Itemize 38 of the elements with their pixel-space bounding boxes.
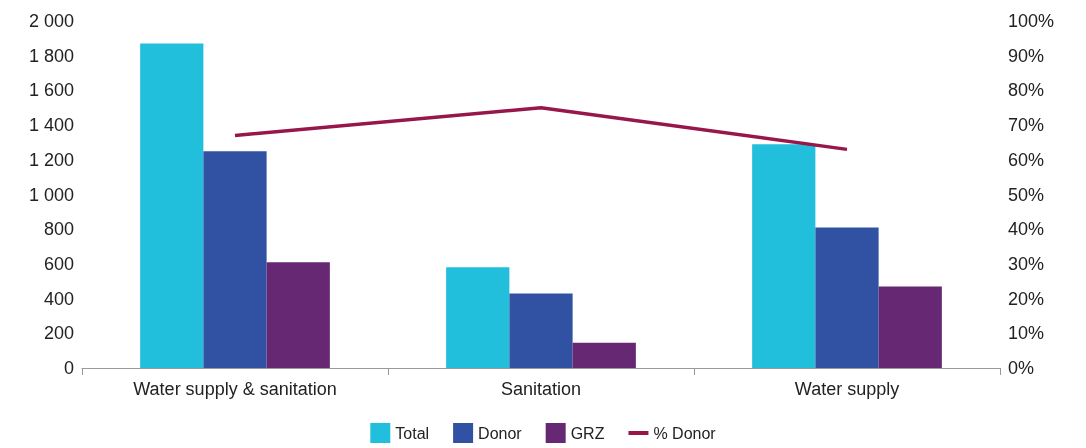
bar [266,262,330,368]
bar [752,144,816,368]
y2-tick-label: 0% [1008,358,1035,378]
y-tick-label: 0 [63,358,74,378]
legend-label: GRZ [570,424,605,442]
y-tick-label: 600 [43,253,74,274]
y-tick-label: 1 200 [28,149,74,170]
y2-tick-label: 50% [1008,184,1045,205]
y2-tick-label: 20% [1008,288,1045,309]
legend-label: % Donor [653,424,717,442]
y2-tick-label: 60% [1008,149,1045,170]
bar [572,342,636,368]
x-tick-label: Water supply & sanitation [133,379,337,399]
y2-tick-label: 80% [1008,80,1045,101]
bar [203,151,267,368]
y-tick-label: 200 [43,323,74,344]
bar [815,227,879,368]
x-tick-label: Sanitation [500,379,582,399]
y2-tick-label: 90% [1008,45,1045,66]
x-tick-label: Water supply [794,379,900,399]
y2-tick-label: 40% [1008,219,1045,240]
y-tick-label: 1 800 [28,45,74,66]
y-tick-label: 1 400 [28,115,74,136]
bar [878,286,942,368]
y-tick-label: 400 [43,288,74,309]
y-tick-label: 1 000 [28,184,74,205]
y-tick-label: 2 000 [28,11,74,31]
y-tick-label: 1 600 [28,80,74,101]
y-tick-label: 800 [43,219,74,240]
legend-label: Donor [478,424,523,442]
y2-tick-label: 30% [1008,253,1045,274]
bar [446,267,510,368]
y2-tick-label: 100% [1008,11,1055,31]
bar [140,43,204,368]
y2-tick-label: 10% [1008,323,1045,344]
y2-tick-label: 70% [1008,115,1045,136]
bar [509,293,573,368]
legend-label: Total [395,424,430,442]
